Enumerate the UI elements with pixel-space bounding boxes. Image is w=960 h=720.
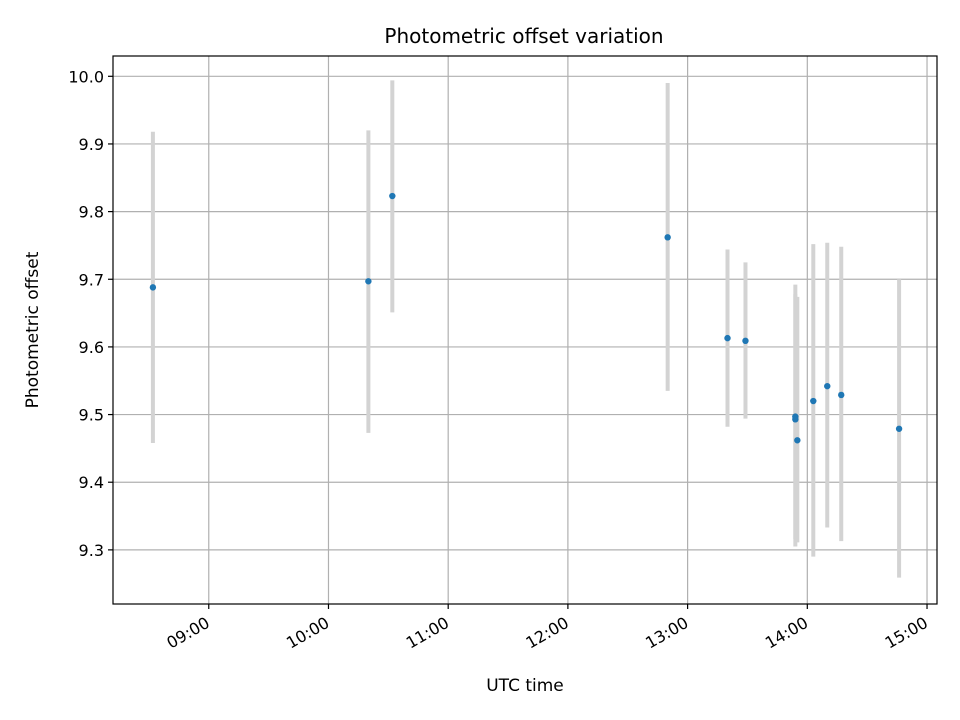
data-point [389,192,396,200]
data-point [724,334,731,342]
x-tick-label: 12:00 [522,613,571,653]
x-axis-label: UTC time [486,676,564,696]
data-point [824,382,831,390]
plot-frame [112,55,938,605]
data-point [365,278,372,285]
y-tick-label: 9.6 [79,338,104,357]
y-tick-label: 10.0 [68,67,104,86]
y-tick-label: 9.8 [79,203,104,222]
gridlines [113,56,937,604]
y-tick-label: 9.3 [79,541,104,560]
error-bars [150,80,902,578]
x-tick-label: 15:00 [882,613,931,653]
data-point [810,397,817,405]
x-axis-ticks: 09:00 10:00 11:00 12:00 13:00 14:00 15:00 [163,604,931,653]
data-point [149,284,157,291]
data-point [664,234,671,241]
x-tick-label: 14:00 [762,613,811,653]
x-tick-label: 09:00 [163,613,212,653]
data-point [895,425,903,432]
y-tick-label: 9.9 [79,135,104,154]
x-tick-label: 13:00 [642,613,691,653]
y-tick-label: 9.4 [79,473,104,492]
x-tick-label: 10:00 [283,613,332,653]
x-tick-label: 11:00 [403,613,452,653]
data-point [838,391,845,399]
chart-title: Photometric offset variation [384,24,663,48]
data-points [149,192,903,444]
data-point [792,416,799,423]
y-axis-label: Photometric offset [23,251,43,408]
data-point [742,337,749,345]
y-tick-label: 9.5 [79,406,104,425]
y-tick-label: 9.7 [79,270,104,289]
data-point [794,437,801,444]
plot-area [112,55,938,605]
y-axis-ticks: 9.3 9.4 9.5 9.6 9.7 9.8 9.9 10.0 [68,67,113,560]
